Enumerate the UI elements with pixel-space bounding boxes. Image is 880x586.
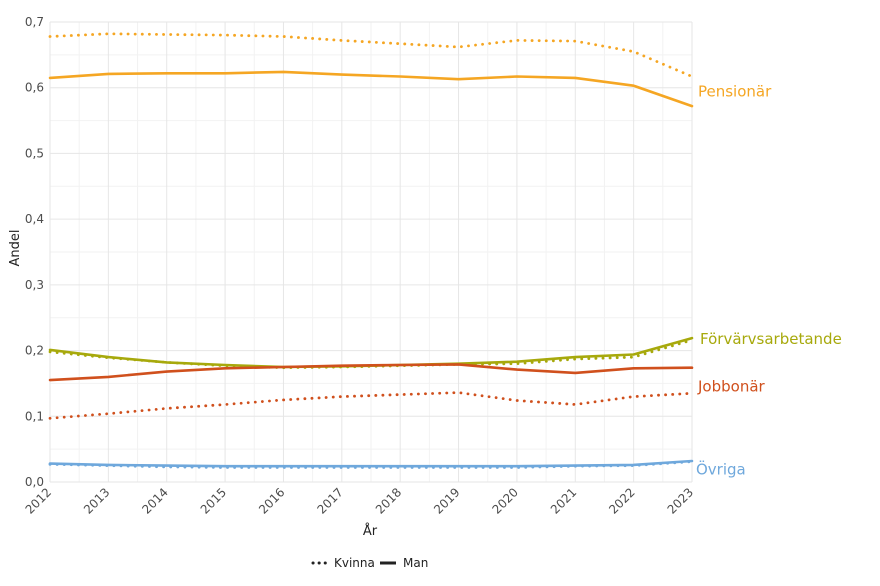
x-axis-ticks: 2012 2013 2014 2015 2016 2017 2018 2019 2020 2021… bbox=[23, 485, 696, 516]
series-line-jobbon-r-kvinna bbox=[48, 391, 694, 420]
series-line-jobbon-r-man bbox=[48, 363, 694, 382]
y-tick-label: 0,2 bbox=[25, 344, 44, 358]
x-tick-label: 2018 bbox=[373, 485, 404, 516]
x-tick-label: 2021 bbox=[548, 485, 579, 516]
y-tick-label: 0,4 bbox=[25, 212, 44, 226]
series-line-f-rv-rvsarbetande-kvinna bbox=[48, 338, 694, 370]
legend: Kvinna Man bbox=[311, 556, 428, 570]
y-tick-label: 0,3 bbox=[25, 278, 44, 292]
series-line--vriga-kvinna bbox=[48, 460, 694, 469]
x-tick-label: 2019 bbox=[431, 485, 462, 516]
end-label--vriga: Övriga bbox=[696, 459, 746, 478]
end-label-pension-r: Pensionär bbox=[698, 82, 772, 100]
grid bbox=[49, 21, 693, 483]
legend-man-label: Man bbox=[403, 556, 428, 570]
series-line-pension-r-man bbox=[48, 70, 694, 108]
y-tick-label: 0,7 bbox=[25, 15, 44, 29]
y-tick-label: 0,5 bbox=[25, 146, 44, 160]
end-label-jobbon-r: Jobbonär bbox=[697, 377, 766, 395]
x-tick-label: 2012 bbox=[23, 485, 54, 516]
x-tick-label: 2020 bbox=[490, 485, 521, 516]
x-tick-label: 2023 bbox=[665, 485, 696, 516]
y-tick-label: 0,1 bbox=[25, 409, 44, 423]
y-tick-label: 0,6 bbox=[25, 81, 44, 95]
legend-kvinna-label: Kvinna bbox=[334, 556, 375, 570]
x-tick-label: 2022 bbox=[606, 485, 637, 516]
x-tick-label: 2014 bbox=[139, 485, 170, 516]
x-tick-label: 2013 bbox=[81, 485, 112, 516]
end-labels: Pensionär Förvärvsarbetande Jobbonär Övriga bbox=[696, 82, 842, 478]
x-tick-label: 2015 bbox=[198, 485, 229, 516]
x-axis-title: År bbox=[363, 523, 378, 539]
end-label-f-rv-rvsarbetande: Förvärvsarbetande bbox=[700, 330, 842, 348]
y-axis-title: Andel bbox=[8, 230, 23, 267]
y-axis-ticks: 0,0 0,1 0,2 0,3 0,4 0,5 0,6 0,7 bbox=[25, 15, 44, 489]
series bbox=[48, 32, 694, 469]
series-line-pension-r-kvinna bbox=[48, 32, 694, 78]
x-tick-label: 2016 bbox=[256, 485, 287, 516]
x-tick-label: 2017 bbox=[314, 485, 345, 516]
y-tick-label: 0,0 bbox=[25, 475, 44, 489]
